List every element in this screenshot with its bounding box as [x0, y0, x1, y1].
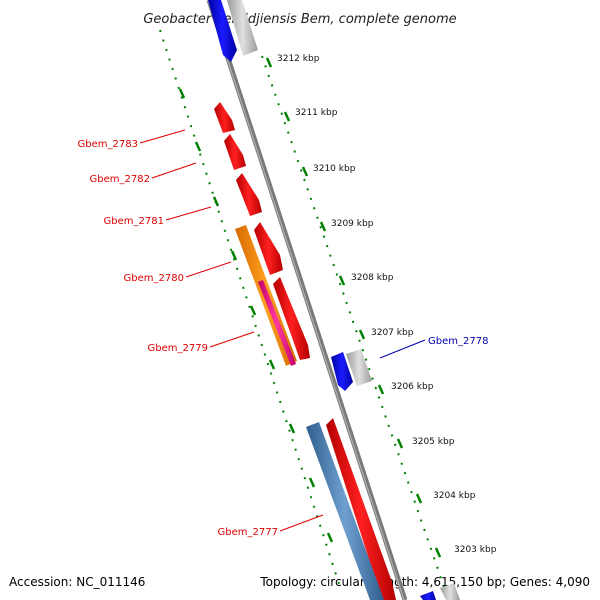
pseudo-gene-block: [346, 349, 372, 386]
gene-label-gbem-2782: Gbem_2782: [90, 174, 150, 185]
genome-backbone: [206, 0, 408, 600]
gene-gbem-2780: [254, 222, 283, 275]
tick-label: 3206 kbp: [391, 382, 434, 392]
steelblue-feature: [306, 422, 384, 600]
tick-label: 3205 kbp: [412, 437, 455, 447]
gene-callouts: [139, 129, 426, 532]
tick-labels: 3212 kbp 3211 kbp 3210 kbp 3209 kbp 3208…: [277, 54, 497, 555]
rna-feature: [258, 280, 296, 366]
tick-label: 3203 kbp: [454, 545, 497, 555]
tick-label: 3212 kbp: [277, 54, 320, 64]
outer-tick-guide: [261, 55, 446, 591]
reverse-gene-arrow: [420, 591, 436, 600]
inner-tick-guide: [159, 29, 342, 591]
pseudo-gene-block: [227, 0, 258, 56]
map-title: Geobacter bemidjiensis Bem, complete gen…: [143, 12, 456, 27]
major-ticks: [178, 57, 442, 558]
gene-gbem-2783: [214, 102, 235, 133]
gene-gbem-2782: [224, 134, 246, 170]
tick-label: 3209 kbp: [331, 219, 374, 229]
gene-labels: Gbem_2783 Gbem_2782 Gbem_2781 Gbem_2780 …: [78, 139, 489, 538]
gene-gbem-2779: [273, 277, 310, 360]
gene-label-gbem-2779: Gbem_2779: [148, 343, 208, 354]
gene-label-gbem-2778: Gbem_2778: [428, 336, 488, 347]
tick-label: 3204 kbp: [433, 491, 476, 501]
gene-label-gbem-2781: Gbem_2781: [104, 216, 164, 227]
gene-label-gbem-2783: Gbem_2783: [78, 139, 138, 150]
gene-gbem-2777: [326, 418, 396, 600]
tick-label: 3210 kbp: [313, 164, 356, 174]
genome-backbone-highlight: [207, 0, 405, 600]
tick-label: 3207 kbp: [371, 328, 414, 338]
accession-text: Accession: NC_011146: [9, 575, 145, 589]
tick-label: 3208 kbp: [351, 273, 394, 283]
reverse-gene-arrow: [208, 0, 237, 62]
topology-text: Topology: circular; Length: 4,615,150 bp…: [259, 575, 590, 589]
reverse-gene-arrow: [331, 352, 353, 391]
tick-label: 3211 kbp: [295, 108, 338, 118]
gene-gbem-2781: [236, 173, 262, 216]
pseudo-gene-block: [440, 583, 460, 600]
gene-label-gbem-2780: Gbem_2780: [124, 273, 184, 284]
gene-label-gbem-2777: Gbem_2777: [218, 527, 278, 538]
